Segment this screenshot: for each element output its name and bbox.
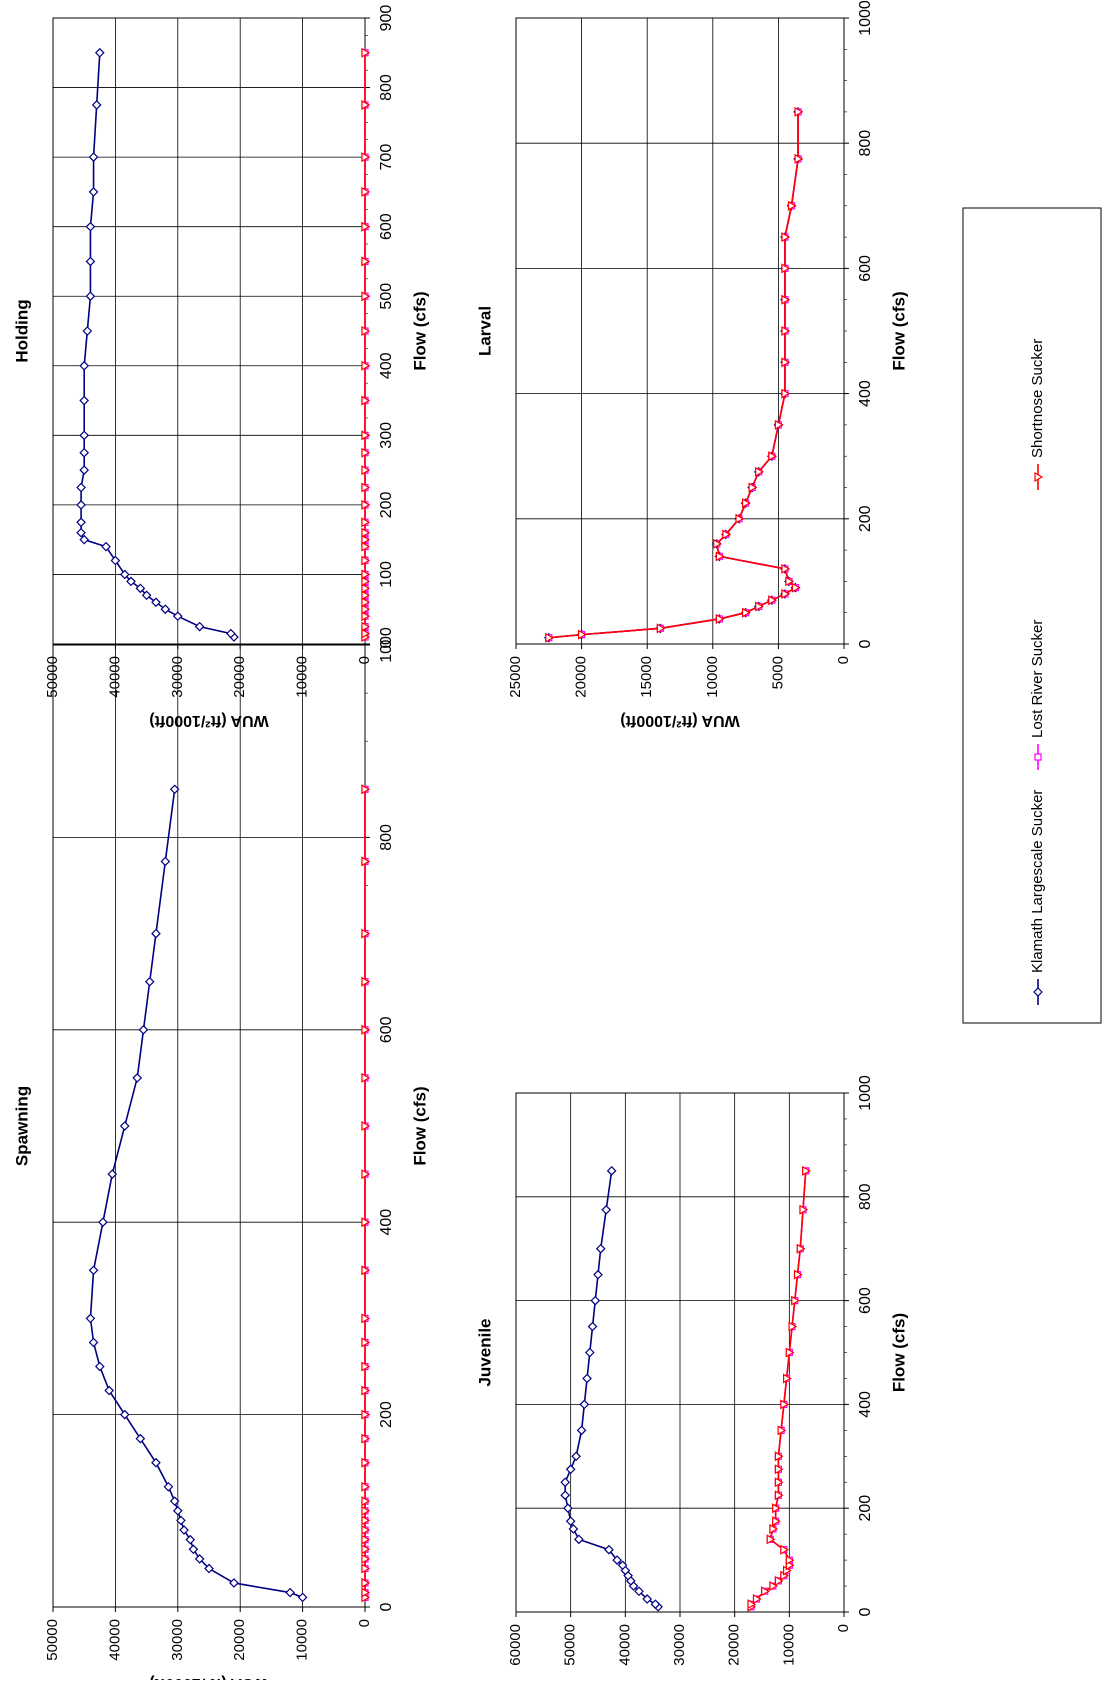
x-tick-label: 400 xyxy=(378,1209,395,1236)
x-tick-label: 800 xyxy=(857,130,874,157)
x-tick-label: 200 xyxy=(378,1401,395,1428)
y-tick-label: 10000 xyxy=(294,1619,311,1661)
y-tick-label: 10000 xyxy=(704,656,721,698)
y-tick-label: 30000 xyxy=(169,656,186,698)
x-tick-label: 800 xyxy=(378,824,395,851)
y-tick-label: 0 xyxy=(356,1619,373,1627)
x-tick-label: 600 xyxy=(857,255,874,282)
y-tick-label: 40000 xyxy=(106,656,123,698)
legend-label: Klamath Largescale Sucker xyxy=(1029,790,1046,973)
chart-title: Spawning xyxy=(12,1086,31,1166)
x-tick-label: 400 xyxy=(378,352,395,379)
x-tick-label: 800 xyxy=(378,74,395,101)
chart-holding: 0 100 200 300 400 500 600 700 800 900 0 10000 20000 3… xyxy=(12,5,429,729)
y-tick-label: 50000 xyxy=(44,1619,61,1661)
y-tick-label: 5000 xyxy=(769,656,786,689)
legend: Klamath Largescale Sucker Lost River Suck… xyxy=(963,208,1101,1023)
chart-spawning: 0 200 400 600 800 10000 10000 20000 30000 40000 50… xyxy=(12,627,429,1680)
x-tick-label: 700 xyxy=(378,144,395,171)
plot-area xyxy=(53,18,365,644)
chart-title: Larval xyxy=(475,306,494,356)
y-axis-label: WUA (ft²/1000ft) xyxy=(149,712,268,729)
chart-juvenile: 0200400600800100001000020000300004000050… xyxy=(475,1075,908,1680)
x-tick-label: 200 xyxy=(857,505,874,532)
y-tick-label: 20000 xyxy=(231,1619,248,1661)
chart-title: Juvenile xyxy=(475,1318,494,1386)
x-tick-label: 1000 xyxy=(857,0,874,36)
x-tick-label: 200 xyxy=(378,491,395,518)
y-tick-label: 20000 xyxy=(726,1624,743,1666)
x-tick-label: 400 xyxy=(857,1391,874,1418)
x-tick-label: 600 xyxy=(378,1016,395,1043)
x-axis-label: Flow (cfs) xyxy=(889,1313,908,1392)
x-tick-label: 900 xyxy=(378,5,395,32)
y-tick-label: 0 xyxy=(835,656,852,664)
y-tick-label: 10000 xyxy=(780,1624,797,1666)
x-tick-label: 200 xyxy=(857,1495,874,1522)
x-tick-label: 0 xyxy=(857,1607,874,1616)
y-tick-label: 40000 xyxy=(106,1619,123,1661)
y-tick-label: 15000 xyxy=(638,656,655,698)
x-tick-label: 0 xyxy=(378,639,395,648)
y-axis-label: WUA (ft²/1000ft) xyxy=(620,712,739,729)
x-axis-label: Flow (cfs) xyxy=(410,1086,429,1165)
y-tick-label: 25000 xyxy=(507,656,524,698)
y-tick-label: 10000 xyxy=(294,656,311,698)
x-tick-label: 600 xyxy=(378,213,395,240)
x-tick-label: 500 xyxy=(378,283,395,310)
chart-title: Holding xyxy=(12,299,31,362)
x-tick-label: 300 xyxy=(378,422,395,449)
y-tick-label: 50000 xyxy=(562,1624,579,1666)
y-tick-label: 60000 xyxy=(507,1624,524,1666)
y-tick-label: 20000 xyxy=(231,656,248,698)
legend-marker xyxy=(1035,754,1041,760)
y-tick-label: 20000 xyxy=(573,656,590,698)
y-axis-label: WUA (ft²/1000ft) xyxy=(149,1675,268,1680)
chart-larval: 0200400600800100005000100001500020000250… xyxy=(475,0,908,729)
y-tick-label: 40000 xyxy=(616,1624,633,1666)
x-axis-label: Flow (cfs) xyxy=(889,291,908,370)
y-tick-label: 0 xyxy=(835,1624,852,1632)
plot-area xyxy=(53,645,365,1607)
x-tick-label: 800 xyxy=(857,1183,874,1210)
x-tick-label: 0 xyxy=(857,639,874,648)
x-tick-label: 600 xyxy=(857,1287,874,1314)
y-tick-label: 30000 xyxy=(169,1619,186,1661)
y-tick-label: 50000 xyxy=(44,656,61,698)
x-tick-label: 0 xyxy=(378,1602,395,1611)
x-tick-label: 1000 xyxy=(857,1075,874,1111)
x-axis-label: Flow (cfs) xyxy=(410,291,429,370)
legend-label: Shortnose Sucker xyxy=(1029,339,1046,458)
x-tick-label: 400 xyxy=(857,380,874,407)
y-tick-label: 30000 xyxy=(671,1624,688,1666)
y-tick-label: 0 xyxy=(356,656,373,664)
x-tick-label: 100 xyxy=(378,561,395,588)
legend-label: Lost River Sucker xyxy=(1029,620,1046,738)
